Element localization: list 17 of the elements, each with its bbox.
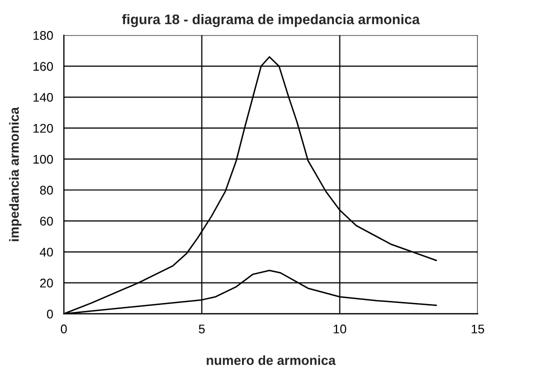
y-tick-label: 60 [40, 216, 53, 226]
y-tick-label: 120 [34, 124, 53, 133]
chart-title: figura 18 - diagrama de impedancia armonica [122, 14, 420, 28]
y-tick-label: 40 [40, 248, 53, 257]
y-tick-label: 20 [40, 278, 53, 288]
x-tick-label: 15 [472, 324, 484, 334]
y-tick-label: 0 [46, 310, 53, 318]
y-tick-label: 180 [34, 31, 53, 40]
x-tick-label: 10 [334, 324, 346, 334]
x-tick-label: 5 [198, 324, 205, 334]
x-axis-title: numero de armonica [206, 355, 336, 366]
y-tick-label: 80 [40, 186, 53, 195]
y-axis-title: impedancia armonica [9, 106, 22, 242]
y-tick-label: 100 [34, 154, 53, 164]
y-tick-label: 160 [34, 62, 53, 71]
y-tick-label: 140 [34, 92, 53, 102]
x-tick-label: 0 [60, 324, 67, 334]
